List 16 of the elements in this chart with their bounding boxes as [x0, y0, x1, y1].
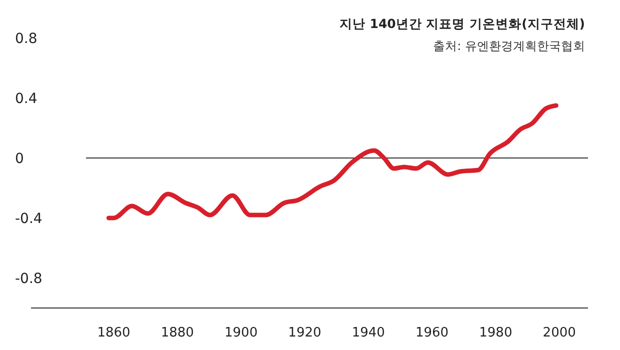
y-tick-label: -0.8 [15, 270, 42, 287]
x-tick-label: 1920 [288, 326, 322, 341]
x-tick-label: 1980 [479, 326, 512, 341]
x-tick-label: 1900 [224, 326, 258, 341]
chart-title: 지난 140년간 지표명 기온변화(지구전체) [339, 16, 585, 31]
x-tick-label: 2000 [542, 326, 576, 341]
x-tick-label: 1860 [97, 326, 130, 341]
x-tick-label: 1880 [160, 326, 194, 341]
annotation: 출처: 유엔환경계획한국협회 [433, 39, 585, 53]
x-tick-label: 1940 [352, 326, 385, 341]
y-tick-label: 0.4 [15, 90, 38, 107]
x-tick-label: 1960 [415, 326, 449, 341]
y-tick-label: -0.4 [15, 210, 42, 227]
y-tick-label: 0 [15, 150, 24, 167]
line-series [106, 103, 558, 220]
y-tick-label: 0.8 [15, 30, 38, 47]
